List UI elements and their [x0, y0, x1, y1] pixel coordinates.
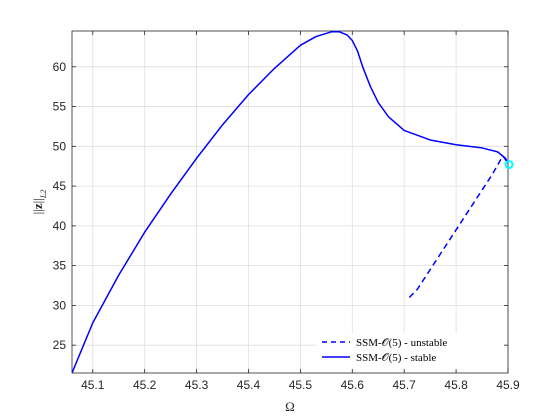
series-line-unstable: [408, 155, 508, 298]
y-tick-label: 50: [53, 139, 67, 153]
legend-label-stable: SSM-𝒪(5) - stable: [356, 352, 436, 364]
y-tick-label: 25: [53, 338, 67, 352]
y-tick-label: 45: [53, 179, 67, 193]
series-line-stable: [72, 31, 508, 374]
x-tick-label: 45.8: [444, 378, 468, 392]
series-layer: [72, 31, 514, 374]
y-tick-label: 35: [53, 259, 67, 273]
x-tick-label: 45.1: [81, 378, 105, 392]
axis-ticks: 45.1 45.2 45.3 45.4 45.5 45.6 45.7 45.8 45.9 25 30…: [53, 31, 520, 392]
legend: SSM-𝒪(5) - unstable SSM-𝒪(5) - stable: [316, 333, 504, 369]
x-axis-label: Ω: [285, 399, 295, 414]
x-tick-label: 45.6: [341, 378, 365, 392]
legend-box: [316, 333, 504, 369]
y-tick-label: 60: [53, 60, 67, 74]
x-tick-label: 45.2: [133, 378, 157, 392]
plot-area: [71, 30, 509, 374]
x-tick-label: 45.4: [237, 378, 261, 392]
legend-label-unstable: SSM-𝒪(5) - unstable: [356, 337, 447, 349]
x-tick-label: 45.5: [289, 378, 313, 392]
grid: [72, 31, 509, 373]
x-tick-label: 45.7: [393, 378, 417, 392]
bifurcation-marker: [504, 160, 514, 170]
x-tick-label: 45.3: [185, 378, 209, 392]
y-tick-label: 55: [53, 100, 67, 114]
y-tick-label: 40: [53, 219, 67, 233]
y-axis-label: ||z||L2: [30, 190, 48, 215]
x-tick-label: 45.9: [496, 378, 520, 392]
y-tick-label: 30: [53, 298, 67, 312]
